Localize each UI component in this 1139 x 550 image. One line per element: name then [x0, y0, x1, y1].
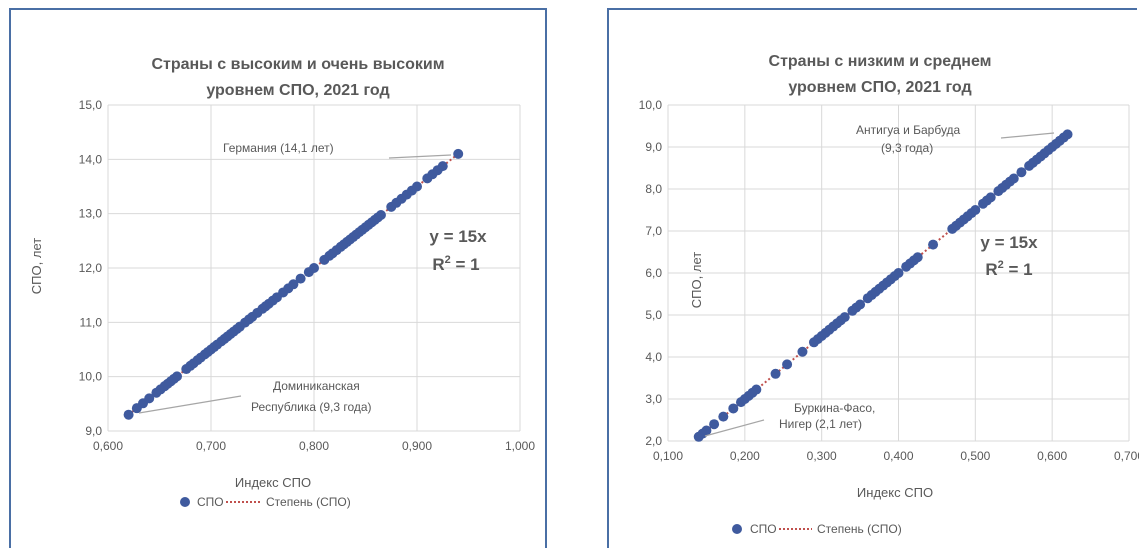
data-point: [172, 371, 183, 382]
x-tick-label: 0,100: [653, 449, 683, 463]
y-tick-label: 10,0: [639, 98, 663, 112]
data-point: [309, 263, 319, 273]
chart-panel-left: Страны с высоким и очень высоким уровнем…: [9, 8, 547, 548]
equation-text: y = 15x: [980, 233, 1038, 252]
data-point: [1016, 167, 1027, 178]
annotation-antigua-line2: (9,3 года): [881, 141, 933, 155]
legend-marker-icon: [180, 497, 190, 507]
data-point: [709, 419, 720, 430]
data-point: [437, 161, 448, 172]
data-point: [123, 409, 134, 420]
annotation-leader-line: [704, 419, 765, 437]
data-point: [912, 252, 923, 263]
annotation-leader-line: [388, 154, 452, 159]
legend-series-label: СПО: [750, 522, 777, 536]
data-points: [693, 129, 1073, 442]
y-tick-label: 5,0: [645, 308, 662, 322]
y-tick-label: 12,0: [79, 261, 103, 275]
chart-panel-right: Страны с низким и среднем уровнем СПО, 2…: [607, 8, 1139, 548]
data-point: [728, 403, 739, 414]
data-point: [797, 346, 808, 357]
legend: СПО Степень (СПО): [732, 522, 902, 536]
data-point: [770, 368, 781, 379]
x-tick-label: 0,600: [93, 439, 123, 453]
data-point: [855, 299, 866, 310]
x-tick-label: 1,000: [505, 439, 535, 453]
x-tick-label: 0,500: [960, 449, 990, 463]
data-point: [295, 273, 306, 284]
y-tick-label: 7,0: [645, 224, 662, 238]
y-tick-labels: 2,0 3,0 4,0 5,0 6,0 7,0 8,0 9,0 10,0: [639, 98, 663, 448]
x-tick-label: 0,700: [1114, 449, 1139, 463]
x-tick-label: 0,800: [299, 439, 329, 453]
r-squared-text: R2 = 1: [985, 259, 1032, 279]
y-tick-label: 14,0: [79, 152, 103, 166]
data-point: [375, 210, 386, 221]
x-tick-label: 0,700: [196, 439, 226, 453]
y-tick-label: 9,0: [85, 424, 102, 438]
annotation-dominican-line1: Доминиканская: [273, 379, 360, 393]
data-point: [985, 192, 996, 203]
data-point: [782, 359, 793, 370]
x-axis-label: Индекс СПО: [857, 485, 933, 500]
data-point: [453, 148, 464, 159]
chart-title-line1: Страны с низким и среднем: [769, 53, 992, 70]
x-axis-label: Индекс СПО: [235, 475, 311, 490]
legend-trend-label: Степень (СПО): [266, 495, 351, 509]
annotation-leader-line: [138, 395, 242, 414]
chart-title-line2: уровнем СПО, 2021 год: [206, 82, 389, 99]
x-tick-label: 0,600: [1037, 449, 1067, 463]
y-axis-label: СПО, лет: [29, 238, 44, 294]
annotation-germany: Германия (14,1 лет): [223, 141, 334, 155]
y-tick-labels: 9,0 10,0 11,0 12,0 13,0 14,0 15,0: [79, 98, 103, 438]
annotation-dominican-line2: Республика (9,3 года): [251, 400, 372, 414]
data-point: [928, 239, 939, 250]
y-tick-label: 15,0: [79, 98, 103, 112]
data-point: [970, 205, 981, 215]
data-point: [412, 181, 422, 192]
y-tick-label: 13,0: [79, 207, 103, 221]
data-point: [288, 279, 299, 290]
y-tick-label: 11,0: [80, 315, 103, 329]
annotation-burkina-line2: Нигер (2,1 лет): [779, 417, 862, 431]
chart-right: Страны с низким и среднем уровнем СПО, 2…: [639, 53, 1139, 536]
x-tick-label: 0,400: [883, 449, 913, 463]
data-point: [1062, 129, 1073, 140]
x-tick-labels: 0,100 0,200 0,300 0,400 0,500 0,600 0,700: [653, 449, 1139, 463]
y-tick-label: 6,0: [645, 266, 662, 280]
x-tick-label: 0,200: [730, 449, 760, 463]
annotation-burkina-line1: Буркина-Фасо,: [794, 401, 875, 415]
y-tick-label: 8,0: [645, 182, 662, 196]
legend: СПО Степень (СПО): [180, 495, 351, 509]
equation-text: y = 15x: [429, 227, 487, 246]
legend-marker-icon: [732, 524, 742, 534]
data-points: [123, 148, 464, 420]
x-tick-labels: 0,600 0,700 0,800 0,900 1,000: [93, 439, 535, 453]
data-point: [718, 411, 729, 422]
y-tick-label: 4,0: [645, 350, 662, 364]
data-point: [751, 384, 762, 395]
y-axis-label: СПО, лет: [689, 252, 704, 308]
data-point: [701, 425, 712, 436]
y-tick-label: 9,0: [645, 140, 662, 154]
x-tick-label: 0,900: [402, 439, 432, 453]
legend-series-label: СПО: [197, 495, 224, 509]
chart-title-line1: Страны с высоким и очень высоким: [151, 56, 444, 73]
r-squared-text: R2 = 1: [432, 254, 479, 274]
data-point: [839, 312, 850, 323]
annotation-antigua-line1: Антигуа и Барбуда: [856, 123, 961, 137]
legend-trend-label: Степень (СПО): [817, 522, 902, 536]
data-point: [893, 268, 904, 278]
y-tick-label: 10,0: [79, 370, 103, 384]
x-tick-label: 0,300: [807, 449, 837, 463]
y-tick-label: 2,0: [645, 434, 662, 448]
y-tick-label: 3,0: [645, 392, 662, 406]
data-point: [1008, 173, 1019, 184]
chart-left: Страны с высоким и очень высоким уровнем…: [29, 56, 535, 509]
chart-title-line2: уровнем СПО, 2021 год: [788, 79, 971, 96]
data-point: [144, 393, 155, 404]
annotation-leader-line: [1000, 132, 1055, 139]
